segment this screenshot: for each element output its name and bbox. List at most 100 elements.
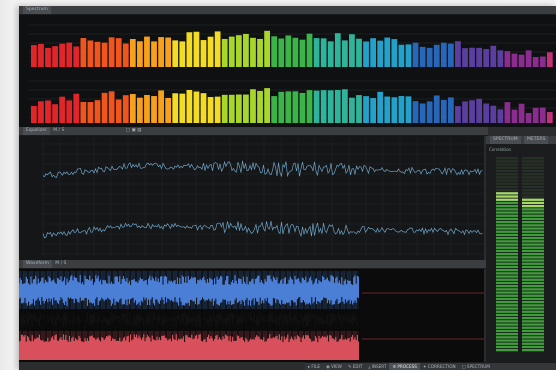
meter-segment — [496, 345, 518, 349]
spectrum-bar — [433, 95, 440, 123]
wave-panel-title[interactable]: Waveform — [23, 260, 52, 268]
spectrum-bar — [462, 48, 468, 67]
frequency-curve — [42, 160, 483, 178]
spectrum-panel-title[interactable]: Spectrum — [23, 6, 51, 14]
meter-segment — [522, 323, 544, 326]
spectrum-bar — [250, 89, 256, 123]
spectrum-bar — [221, 38, 228, 67]
toolbar-item-edit[interactable]: ✎ EDIT — [347, 364, 363, 369]
meter-segment — [522, 233, 544, 237]
spectrum-bar — [370, 38, 377, 67]
meter-segment — [522, 211, 544, 214]
spectrum-bar — [455, 41, 461, 67]
spectrum-bar — [363, 96, 369, 123]
meter-segment — [522, 214, 544, 217]
meter-segment — [522, 189, 544, 192]
meter-segment — [496, 278, 518, 281]
toolbar-item-correction[interactable]: ✦ CORRECTION — [422, 364, 456, 369]
spectrum-bar — [66, 100, 73, 123]
spectrum-bar — [384, 96, 391, 123]
meter-segment — [522, 281, 544, 285]
meter-segment — [496, 249, 518, 253]
meter-segment — [496, 217, 518, 221]
meter-segment — [496, 336, 518, 339]
level-meter-panel: Correlation — [486, 145, 556, 362]
spectrum-bar — [137, 41, 143, 67]
meter-tab-spectrum[interactable]: SPECTRUM — [490, 136, 521, 144]
meter-panel-header: SPECTRUM METERS — [486, 136, 556, 145]
spectrum-bar — [412, 101, 419, 123]
graph-panel-title[interactable]: Equalizer — [23, 127, 50, 135]
spectrum-bar — [31, 45, 37, 67]
meter-segment — [496, 301, 518, 304]
meter-segment — [496, 205, 518, 208]
spectrum-bar — [228, 36, 235, 67]
spectrum-bar — [433, 44, 440, 67]
meter-segment — [522, 256, 544, 259]
spectrum-bar — [490, 45, 497, 67]
level-meters-svg — [496, 157, 544, 352]
spectrum-bar — [122, 43, 129, 67]
spectrum-bar — [73, 93, 80, 123]
meter-segment — [496, 176, 518, 179]
spectrum-bar — [405, 96, 412, 123]
spectrum-bar — [172, 40, 179, 67]
graph-toolbar-icon[interactable]: ▢ ▣ ▤ — [125, 128, 142, 133]
waveform-display[interactable] — [19, 269, 484, 362]
spectrum-bar — [391, 39, 398, 67]
toolbar-item-view[interactable]: ◉ VIEW — [326, 364, 342, 369]
spectrum-bar — [38, 43, 44, 67]
spectrum-bar — [349, 34, 355, 67]
meter-segment — [522, 262, 544, 265]
meter-segment — [522, 169, 544, 173]
meter-segment — [522, 275, 544, 278]
spectrum-bar — [45, 100, 51, 123]
toolbar-item-process[interactable]: ✲ PROCESS — [389, 363, 420, 370]
meter-segment — [496, 195, 518, 198]
spectrum-bar — [264, 30, 270, 68]
spectrum-bar — [504, 102, 511, 123]
spectrum-bar — [320, 90, 327, 123]
spectrum-bar — [320, 38, 327, 67]
spectrum-bar — [532, 107, 539, 123]
spectrum-bar — [469, 47, 475, 67]
meter-segment — [496, 243, 518, 246]
spectrum-bar — [356, 95, 362, 123]
meter-segment — [496, 262, 518, 265]
spectrum-bar — [108, 91, 115, 123]
toolbar-item-insert[interactable]: ⤓ INSERT — [368, 364, 387, 369]
spectrum-bar — [271, 36, 278, 67]
toolbar-item-file[interactable]: ▸ FILE — [308, 364, 321, 369]
spectrum-bar — [165, 37, 172, 67]
meter-segment — [522, 240, 544, 243]
spectrum-bar — [257, 38, 263, 67]
spectrum-bar — [108, 37, 115, 67]
spectrum-bar — [334, 89, 341, 123]
spectrum-bar — [235, 35, 242, 67]
spectrum-bar — [52, 104, 58, 123]
meter-segment — [496, 269, 518, 272]
spectrum-bar — [200, 93, 207, 123]
spectrum-bar — [419, 103, 426, 123]
meter-tab-meters[interactable]: METERS — [524, 136, 549, 144]
graph-panel-mode[interactable]: M / S — [53, 128, 65, 133]
spectrum-bar — [228, 94, 235, 123]
spectrum-bar — [306, 33, 313, 67]
spectrum-bar — [525, 113, 532, 123]
meter-segment — [496, 288, 518, 291]
waveform-svg — [19, 271, 484, 360]
wave-panel-mode[interactable]: M / S — [55, 261, 67, 266]
toolbar-item-spectrum[interactable]: ▢ SPECTRUM — [461, 364, 490, 369]
spectrum-panel-header: Spectrum — [19, 6, 556, 15]
meter-segment — [522, 320, 544, 323]
spectrum-bar — [165, 97, 172, 123]
frequency-graph — [19, 136, 484, 260]
spectrum-bar — [377, 40, 384, 67]
meter-segment — [522, 208, 544, 211]
spectrum-bar — [179, 93, 186, 123]
meter-segment — [522, 304, 544, 307]
meter-segment — [496, 339, 518, 342]
spectrum-bar — [264, 88, 270, 123]
meter-segment — [496, 342, 518, 345]
meter-segment — [496, 317, 518, 320]
